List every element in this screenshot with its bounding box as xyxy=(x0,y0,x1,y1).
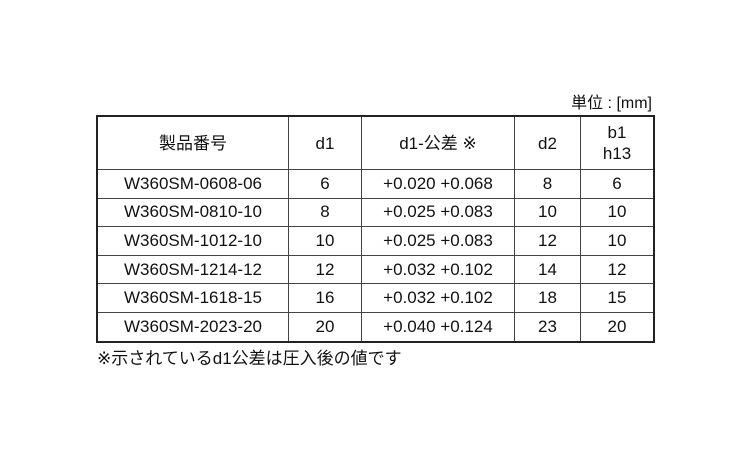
footnote: ※示されているd1公差は圧入後の値です xyxy=(97,349,402,368)
cell-d1-tolerance: +0.025 +0.083 xyxy=(361,226,515,256)
cell-b1: 6 xyxy=(580,169,655,199)
cell-d1: 8 xyxy=(288,197,362,228)
cell-product-number: W360SM-2023-20 xyxy=(96,311,289,343)
cell-d2: 14 xyxy=(514,254,581,285)
cell-d1: 6 xyxy=(288,169,362,199)
cell-d1-tolerance: +0.032 +0.102 xyxy=(361,283,515,313)
cell-d1-tolerance: +0.025 +0.083 xyxy=(361,197,515,228)
cell-b1: 12 xyxy=(580,254,655,285)
cell-d2: 23 xyxy=(514,311,581,343)
cell-b1: 10 xyxy=(580,226,655,256)
header-h13-label: h13 xyxy=(602,144,632,163)
cell-d1-tolerance: +0.032 +0.102 xyxy=(361,254,515,285)
cell-b1: 10 xyxy=(580,197,655,228)
table-row: W360SM-2023-20 20 +0.040 +0.124 23 20 xyxy=(96,311,655,343)
cell-d2: 8 xyxy=(514,169,581,199)
unit-label: 単位 : [mm] xyxy=(571,95,652,112)
table-row: W360SM-1618-15 16 +0.032 +0.102 18 15 xyxy=(96,283,655,313)
table-row: W360SM-1012-10 10 +0.025 +0.083 12 10 xyxy=(96,226,655,256)
cell-b1: 15 xyxy=(580,283,655,313)
cell-b1: 20 xyxy=(580,311,655,343)
header-d1-tolerance: d1-公差 ※ xyxy=(361,115,515,170)
header-product-number: 製品番号 xyxy=(96,115,289,170)
header-d2: d2 xyxy=(514,115,581,170)
header-row: 製品番号 d1 d1-公差 ※ d2 b1 h13 xyxy=(96,115,655,170)
cell-d2: 12 xyxy=(514,226,581,256)
header-b1: b1 h13 xyxy=(580,115,655,170)
table-row: W360SM-1214-12 12 +0.032 +0.102 14 12 xyxy=(96,254,655,285)
cell-d2: 18 xyxy=(514,283,581,313)
spec-table: 製品番号 d1 d1-公差 ※ d2 b1 h13 W360SM-0608-06 6… xyxy=(96,115,655,343)
cell-product-number: W360SM-1012-10 xyxy=(96,226,289,256)
cell-d1-tolerance: +0.040 +0.124 xyxy=(361,311,515,343)
cell-product-number: W360SM-1214-12 xyxy=(96,254,289,285)
cell-product-number: W360SM-0608-06 xyxy=(96,169,289,199)
cell-d1: 16 xyxy=(288,283,362,313)
table-row: W360SM-0608-06 6 +0.020 +0.068 8 6 xyxy=(96,169,655,199)
cell-d1: 12 xyxy=(288,254,362,285)
header-d1: d1 xyxy=(288,115,362,170)
cell-d1-tolerance: +0.020 +0.068 xyxy=(361,169,515,199)
cell-product-number: W360SM-0810-10 xyxy=(96,197,289,228)
cell-d1: 20 xyxy=(288,311,362,343)
header-b1-label: b1 xyxy=(607,123,627,142)
cell-product-number: W360SM-1618-15 xyxy=(96,283,289,313)
table-row: W360SM-0810-10 8 +0.025 +0.083 10 10 xyxy=(96,197,655,228)
cell-d2: 10 xyxy=(514,197,581,228)
cell-d1: 10 xyxy=(288,226,362,256)
